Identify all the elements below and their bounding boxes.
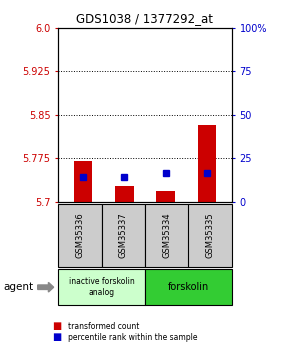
Bar [115,186,134,202]
Text: inactive forskolin
analog: inactive forskolin analog [69,277,134,297]
Text: GSM35337: GSM35337 [119,213,128,258]
Text: ■: ■ [52,333,61,342]
Text: agent: agent [3,282,33,292]
Text: percentile rank within the sample: percentile rank within the sample [68,333,198,342]
Bar [74,161,92,202]
Bar [156,191,175,202]
Text: forskolin: forskolin [168,282,209,292]
Text: GDS1038 / 1377292_at: GDS1038 / 1377292_at [77,12,213,25]
Bar [198,125,216,202]
Text: transformed count: transformed count [68,322,139,331]
Text: GSM35335: GSM35335 [206,213,215,258]
Text: GSM35334: GSM35334 [162,213,171,258]
Text: GSM35336: GSM35336 [75,213,84,258]
Text: ■: ■ [52,321,61,331]
